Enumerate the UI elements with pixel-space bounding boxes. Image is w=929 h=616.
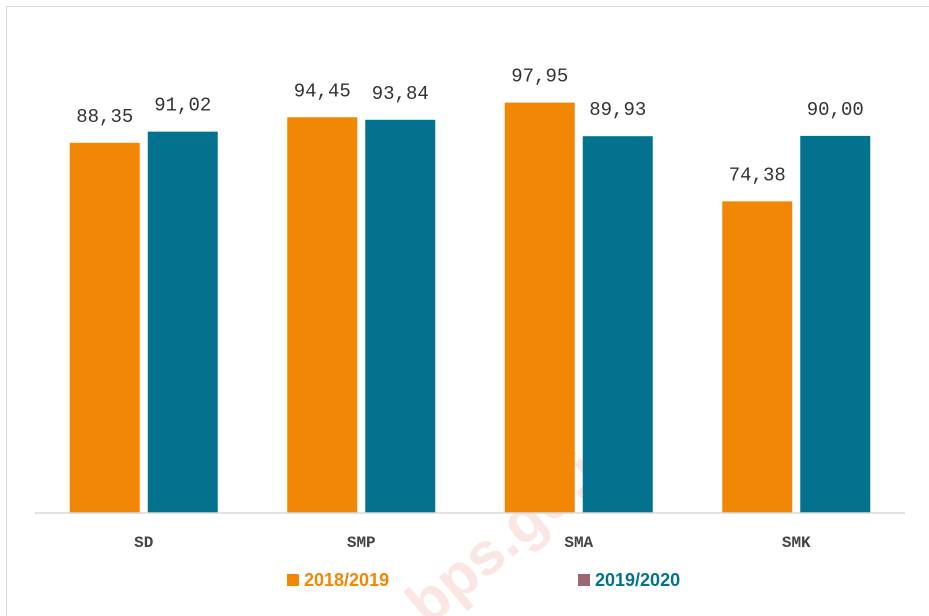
data-label: 94,45 (294, 80, 351, 102)
x-tick-label: SMP (347, 534, 376, 552)
legend-marker (578, 574, 590, 586)
legend-label: 2018/2019 (304, 570, 389, 590)
bar (365, 119, 436, 514)
x-tick-label: SMK (782, 534, 811, 552)
data-label: 93,84 (372, 83, 429, 105)
bar (287, 117, 358, 513)
data-label: 97,95 (511, 66, 568, 88)
data-label: 89,93 (589, 99, 646, 121)
bar (69, 142, 140, 513)
bar (582, 136, 653, 513)
bar (722, 201, 793, 514)
x-tick-label: SMA (564, 534, 593, 552)
legend-marker (287, 574, 299, 586)
x-tick-label: SD (134, 534, 153, 552)
bar (800, 135, 871, 513)
data-label: 74,38 (729, 164, 786, 186)
data-label: 91,02 (154, 95, 211, 117)
data-label: 90,00 (807, 99, 864, 121)
bar (147, 131, 218, 513)
bar (504, 102, 575, 513)
data-label: 88,35 (76, 106, 133, 128)
legend-label: 2019/2020 (595, 570, 680, 590)
